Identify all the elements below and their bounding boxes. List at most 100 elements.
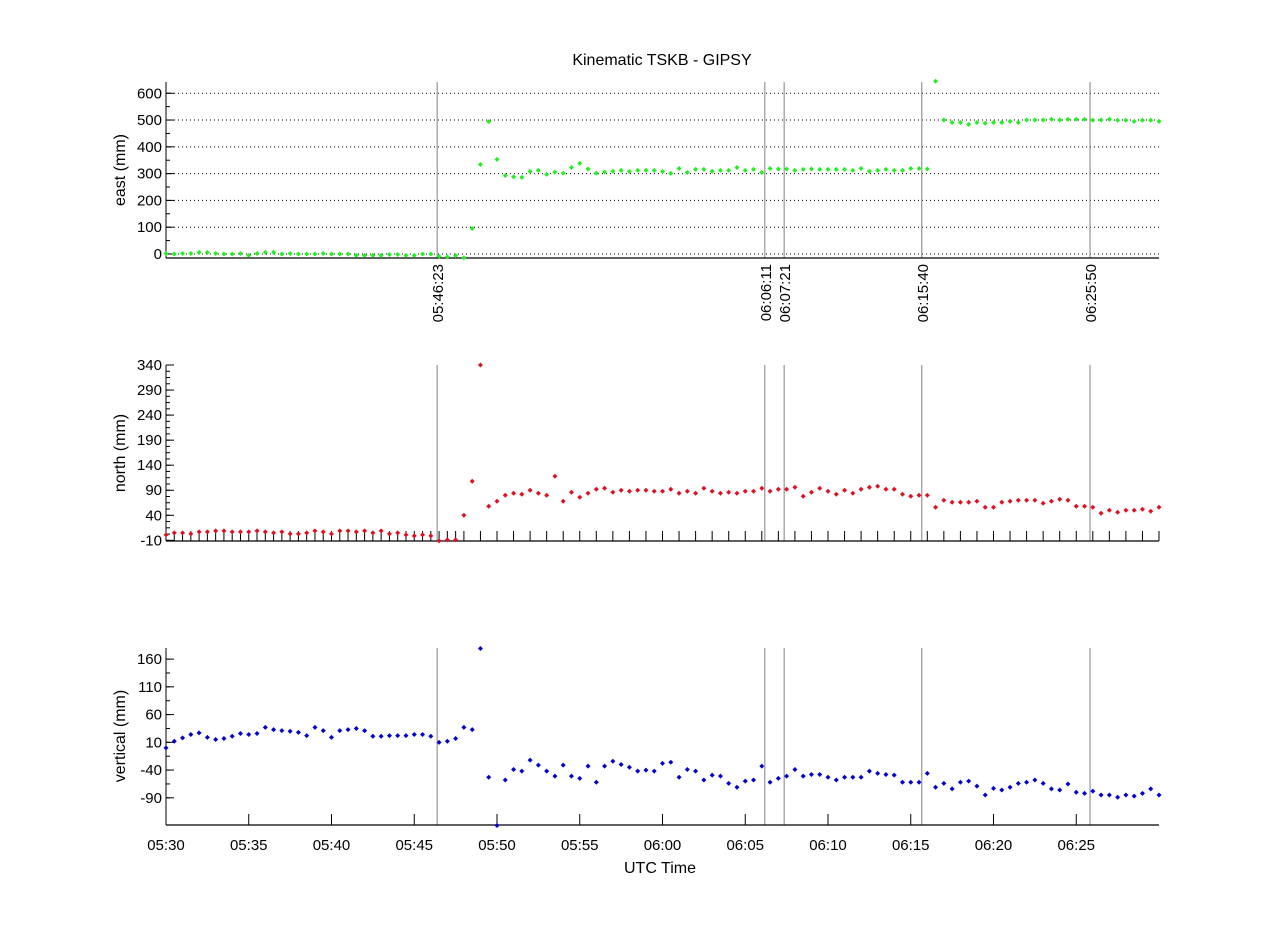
east-data-point xyxy=(246,252,252,258)
vertical-panel: -90 -40 10 60 110 160 05:30 05:35 05:40 05:45 05:5… xyxy=(137,646,1162,854)
vertical-data-point xyxy=(213,737,219,743)
north-data-point xyxy=(858,486,864,492)
north-data-point xyxy=(1073,503,1079,509)
east-data-point xyxy=(693,166,699,172)
north-data-point xyxy=(626,488,632,494)
east-data-point xyxy=(676,166,682,172)
north-data-point xyxy=(312,528,318,534)
east-data-point xyxy=(469,226,475,232)
north-data-point xyxy=(353,529,359,535)
north-data-point xyxy=(221,528,227,534)
vertical-data-point xyxy=(842,774,848,780)
vertical-data-point xyxy=(991,785,996,791)
east-data-point xyxy=(312,251,318,257)
north-data-point xyxy=(668,486,674,492)
east-data-point xyxy=(916,166,922,172)
north-data-point xyxy=(552,473,558,479)
north-data-point xyxy=(229,529,235,535)
east-data-point xyxy=(1123,117,1129,123)
north-data-point xyxy=(337,528,343,534)
vertical-data-point xyxy=(428,733,434,739)
vertical-data-point xyxy=(593,779,599,785)
east-data-point xyxy=(635,167,641,173)
east-data-point xyxy=(891,167,897,173)
east-data-point xyxy=(585,166,591,172)
north-data-point xyxy=(949,499,955,505)
north-data-point xyxy=(1082,503,1088,509)
east-data-point xyxy=(1032,117,1038,123)
xtick-label: 06:15 xyxy=(892,837,930,854)
north-data-point xyxy=(1148,508,1154,514)
north-data-point xyxy=(635,487,641,493)
north-data-point xyxy=(767,488,773,494)
vertical-data-point xyxy=(535,762,541,768)
north-data-point xyxy=(320,529,326,535)
vertical-data-point xyxy=(229,733,235,739)
north-data-point xyxy=(188,531,194,537)
north-data-point xyxy=(717,490,723,496)
north-data-point xyxy=(519,491,525,497)
north-data-point xyxy=(1032,497,1038,503)
east-data-point xyxy=(684,170,690,176)
vertical-data-point xyxy=(701,777,707,783)
north-data-point xyxy=(486,503,492,509)
north-ylabel: north (mm) xyxy=(112,414,129,492)
north-data-point xyxy=(1065,497,1071,503)
east-data-point xyxy=(626,168,632,174)
north-data-point xyxy=(883,486,889,492)
east-data-point xyxy=(593,170,599,176)
north-data-point xyxy=(453,537,459,543)
north-data-point xyxy=(800,493,806,499)
north-data-point xyxy=(643,487,649,493)
north-data-point xyxy=(395,530,401,536)
east-data-point xyxy=(345,251,351,257)
vertical-data-point xyxy=(941,780,947,786)
east-data-point xyxy=(304,251,310,257)
xtick-label: 05:40 xyxy=(313,837,351,854)
north-data-point xyxy=(660,488,665,494)
vertical-ytick-label: 60 xyxy=(145,707,162,724)
east-data-point xyxy=(726,167,732,173)
north-ytick-label: 340 xyxy=(137,357,162,374)
vertical-data-point xyxy=(875,770,881,776)
east-data-point xyxy=(403,252,409,258)
north-data-point xyxy=(924,492,930,498)
vertical-data-point xyxy=(1007,784,1013,790)
xtick-label: 06:10 xyxy=(809,837,847,854)
vertical-data-point xyxy=(1024,779,1030,785)
east-data-point xyxy=(395,252,401,258)
east-data-point xyxy=(825,166,831,172)
vertical-data-point xyxy=(966,778,972,784)
north-ytick-label: 90 xyxy=(145,482,162,499)
vertical-data-point xyxy=(751,777,757,783)
east-data-point xyxy=(262,249,268,255)
north-data-point xyxy=(618,487,624,493)
vertical-data-point xyxy=(1156,792,1162,798)
east-data-point xyxy=(792,167,798,173)
north-data-point xyxy=(1015,497,1021,503)
vertical-ytick-label: -40 xyxy=(140,762,162,779)
east-ytick-label: 100 xyxy=(137,219,162,236)
north-data-point xyxy=(999,499,1005,505)
east-data-point xyxy=(287,250,293,256)
chart-title: Kinematic TSKB - GIPSY xyxy=(572,52,752,69)
vertical-data-point xyxy=(271,727,277,733)
north-data-point xyxy=(544,492,550,498)
east-data-point xyxy=(767,166,773,172)
east-data-point xyxy=(1082,116,1088,122)
east-ytick-label: 600 xyxy=(137,85,162,102)
vertical-data-point xyxy=(577,775,583,781)
vertical-ytick-label: -90 xyxy=(140,790,162,807)
east-data-point xyxy=(808,166,814,172)
east-data-point xyxy=(271,249,277,255)
east-data-point xyxy=(229,251,235,257)
north-data-point xyxy=(759,485,765,491)
vertical-data-point xyxy=(850,774,856,780)
east-data-point xyxy=(1131,118,1137,124)
north-data-point xyxy=(1123,507,1129,513)
vertical-data-point xyxy=(1065,781,1071,787)
vertical-data-point xyxy=(552,773,558,779)
north-ytick-label: 40 xyxy=(145,507,162,524)
vertical-data-point xyxy=(196,730,202,736)
